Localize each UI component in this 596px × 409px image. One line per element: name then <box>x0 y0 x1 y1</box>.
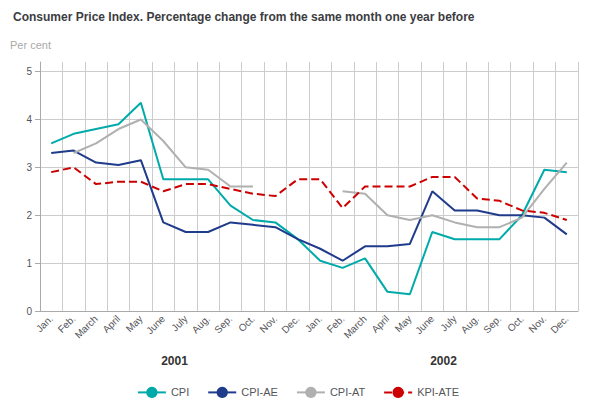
svg-text:CPI: CPI <box>171 386 189 398</box>
svg-text:Nov.: Nov. <box>257 313 279 335</box>
svg-text:Jan.: Jan. <box>303 313 324 334</box>
svg-text:Sep.: Sep. <box>212 313 234 335</box>
svg-text:Aug.: Aug. <box>459 313 481 335</box>
svg-text:May: May <box>124 313 145 334</box>
svg-text:Feb.: Feb. <box>324 313 347 335</box>
svg-text:3: 3 <box>26 162 32 173</box>
svg-text:KPI-ATE: KPI-ATE <box>417 386 459 398</box>
svg-text:June: June <box>413 313 436 336</box>
svg-text:July: July <box>438 313 458 333</box>
svg-text:CPI-AT: CPI-AT <box>330 386 366 398</box>
svg-text:2002: 2002 <box>430 354 457 368</box>
svg-text:2001: 2001 <box>161 354 188 368</box>
svg-text:July: July <box>169 313 189 333</box>
svg-text:1: 1 <box>26 258 32 269</box>
svg-text:Dec.: Dec. <box>279 313 301 335</box>
svg-text:March: March <box>342 313 369 340</box>
svg-text:CPI-AE: CPI-AE <box>241 386 278 398</box>
svg-text:Consumer Price Index. Percenta: Consumer Price Index. Percentage change … <box>13 10 475 24</box>
svg-text:June: June <box>144 313 167 336</box>
svg-text:Nov.: Nov. <box>526 313 548 335</box>
svg-text:4: 4 <box>26 114 32 125</box>
svg-text:March: March <box>73 313 100 340</box>
svg-text:Feb.: Feb. <box>55 313 78 335</box>
svg-text:5: 5 <box>26 66 32 77</box>
svg-text:2: 2 <box>26 210 32 221</box>
svg-text:Aug.: Aug. <box>190 313 212 335</box>
svg-text:Dec.: Dec. <box>548 313 570 335</box>
svg-text:Oct.: Oct. <box>505 313 526 334</box>
svg-text:April: April <box>100 313 122 335</box>
svg-text:Oct.: Oct. <box>236 313 257 334</box>
svg-text:Sep.: Sep. <box>481 313 503 335</box>
svg-text:May: May <box>393 313 414 334</box>
svg-text:April: April <box>369 313 391 335</box>
svg-text:Jan.: Jan. <box>34 313 55 334</box>
svg-text:0: 0 <box>26 306 32 317</box>
svg-text:Per cent: Per cent <box>10 39 51 51</box>
